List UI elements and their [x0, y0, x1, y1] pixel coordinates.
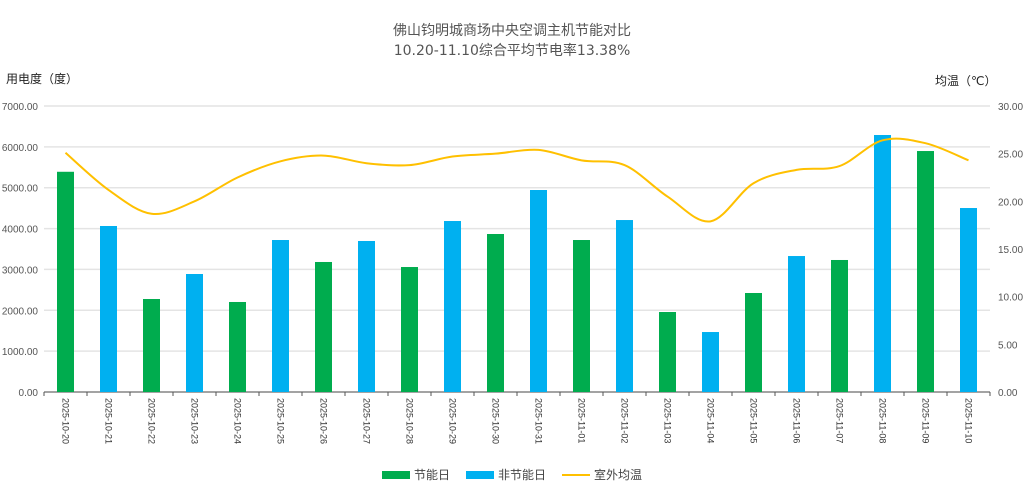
x-tick-label: 2025-10-20: [61, 398, 71, 444]
x-tick-label: 2025-11-08: [878, 398, 888, 443]
y-tick-label: 1000.00: [2, 347, 39, 358]
x-tick-label: 2025-10-21: [104, 398, 114, 444]
legend-label: 室外均温: [594, 468, 643, 482]
bar: [315, 261, 332, 392]
bar: [272, 240, 289, 392]
y2-tick-label: 10.00: [998, 293, 1023, 304]
legend-label: 节能日: [413, 468, 450, 482]
y-tick-label: 5000.00: [2, 184, 39, 195]
x-tick-label: 2025-11-01: [577, 398, 587, 443]
x-tick-label: 2025-10-22: [147, 398, 157, 444]
x-tick-label: 2025-11-05: [749, 398, 759, 443]
y2-tick-label: 25.00: [998, 150, 1023, 161]
x-tick-label: 2025-10-28: [405, 398, 415, 444]
x-tick-label: 2025-11-09: [921, 398, 931, 443]
y-tick-label: 3000.00: [2, 265, 39, 276]
x-tick-label: 2025-10-31: [534, 398, 544, 444]
bar: [616, 220, 633, 392]
y-axis-label: 用电度（度）: [6, 72, 79, 86]
bar: [444, 221, 461, 392]
y-tick-label: 2000.00: [2, 306, 39, 317]
y2-tick-label: 15.00: [998, 245, 1023, 256]
bar: [573, 240, 590, 392]
legend-swatch: [562, 473, 590, 476]
bar: [745, 293, 762, 392]
y2-tick-label: 0.00: [998, 388, 1018, 399]
legend-item-saving[interactable]: 节能日: [381, 466, 450, 483]
y-tick-label: 7000.00: [2, 102, 39, 113]
x-tick-label: 2025-10-24: [233, 398, 243, 444]
bar: [917, 151, 934, 392]
x-tick-label: 2025-10-25: [276, 398, 286, 444]
x-tick-label: 2025-10-27: [362, 398, 372, 444]
x-tick-label: 2025-10-30: [491, 398, 501, 444]
x-tick-label: 2025-10-23: [190, 398, 200, 444]
y2-tick-label: 30.00: [998, 102, 1023, 113]
bar: [788, 256, 805, 392]
legend-label: 非节能日: [497, 468, 546, 482]
x-tick-label: 2025-10-26: [319, 398, 329, 444]
x-tick-label: 2025-11-10: [964, 398, 974, 443]
x-tick-label: 2025-11-07: [835, 398, 845, 443]
x-tick-label: 2025-11-03: [663, 398, 673, 443]
temperature-line: [64, 137, 969, 223]
legend: 节能日 非节能日 室外均温: [0, 466, 1024, 483]
bar: [702, 332, 719, 392]
y2-tick-label: 20.00: [998, 197, 1023, 208]
y2-axis-label: 均温（℃）: [935, 74, 997, 88]
y-tick-label: 4000.00: [2, 225, 39, 236]
y2-tick-label: 5.00: [998, 340, 1018, 351]
legend-swatch: [381, 470, 410, 479]
legend-item-normal[interactable]: 非节能日: [465, 466, 546, 483]
x-tick-label: 2025-11-04: [706, 398, 716, 443]
bar: [874, 135, 891, 392]
chart-title: 佛山钧明城商场中央空调主机节能对比: [393, 23, 631, 39]
bar: [229, 301, 246, 392]
bar: [358, 240, 375, 392]
bar: [143, 299, 160, 392]
bar: [186, 274, 203, 392]
legend-swatch: [465, 470, 494, 479]
chart-subtitle: 10.20-11.10综合平均节电率13.38%: [393, 43, 631, 59]
bar: [487, 234, 504, 392]
legend-item-temperature[interactable]: 室外均温: [562, 466, 642, 483]
bar: [57, 171, 74, 392]
x-tick-label: 2025-11-02: [620, 398, 630, 443]
y-tick-label: 0.00: [19, 388, 39, 399]
y-tick-label: 6000.00: [2, 143, 39, 154]
bar: [831, 259, 848, 392]
bar: [960, 208, 977, 392]
bar: [100, 225, 117, 392]
x-tick-label: 2025-10-29: [448, 398, 458, 444]
bar: [401, 267, 418, 392]
x-tick-label: 2025-11-06: [792, 398, 802, 443]
bar: [530, 190, 547, 392]
bar: [659, 312, 676, 392]
